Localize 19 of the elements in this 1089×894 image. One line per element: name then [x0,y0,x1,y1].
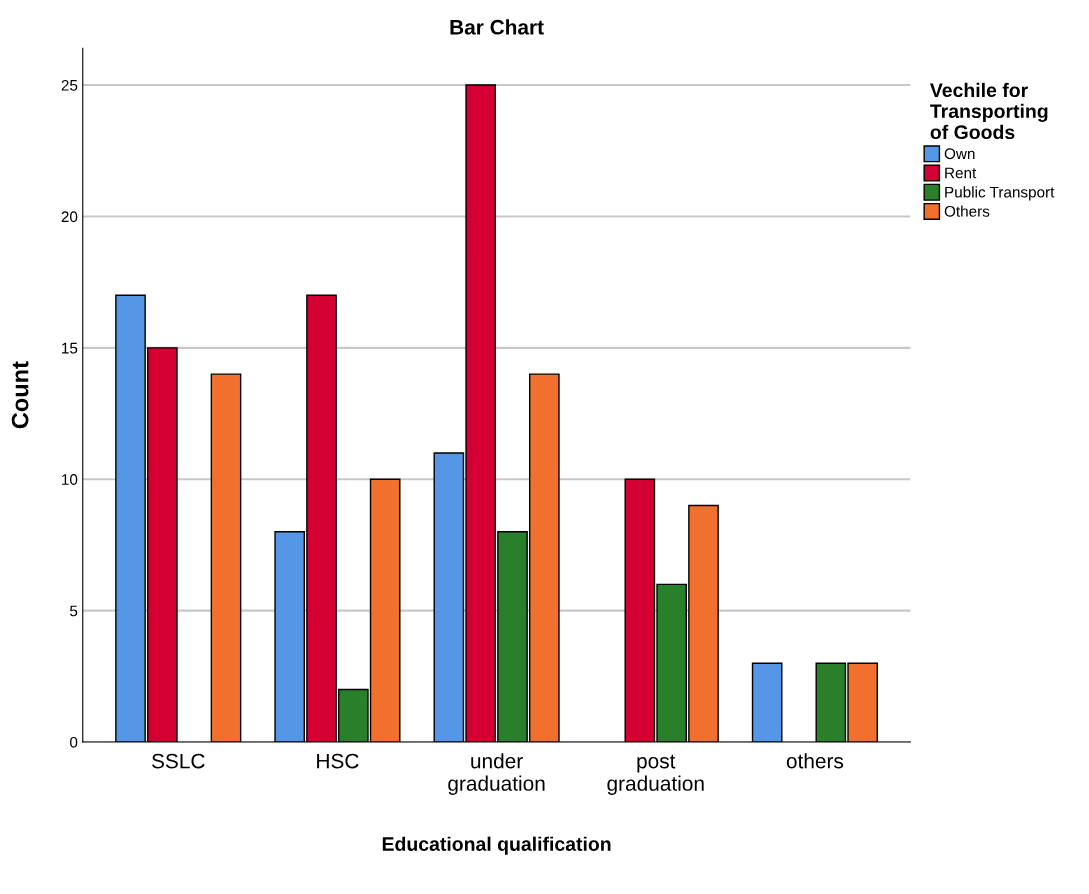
y-tick-label: 25 [61,79,78,91]
y-axis-title: Count [11,361,29,429]
chart-title: Bar Chart [450,19,544,35]
y-tick-label: 0 [70,736,78,748]
legend-title: Vechile for Transporting of Goods [930,82,1048,140]
y-tick-label: 10 [62,474,78,485]
x-tick-label: under graduation [448,753,545,795]
y-tick-label: 15 [62,342,78,354]
x-axis-title: Educational qualification [382,836,611,855]
y-tick-label: 5 [70,605,78,617]
y-tick-label: 20 [61,211,78,223]
x-tick-label: others [786,753,844,769]
x-tick-label: SSLC [152,753,205,769]
x-tick-label: HSC [317,753,359,769]
legend-label: Rent [945,167,977,179]
legend-label: Public Transport [945,186,1055,201]
legend-label: Own [944,148,975,160]
x-tick-label: post graduation [607,754,704,795]
legend-label: Others [944,205,990,217]
